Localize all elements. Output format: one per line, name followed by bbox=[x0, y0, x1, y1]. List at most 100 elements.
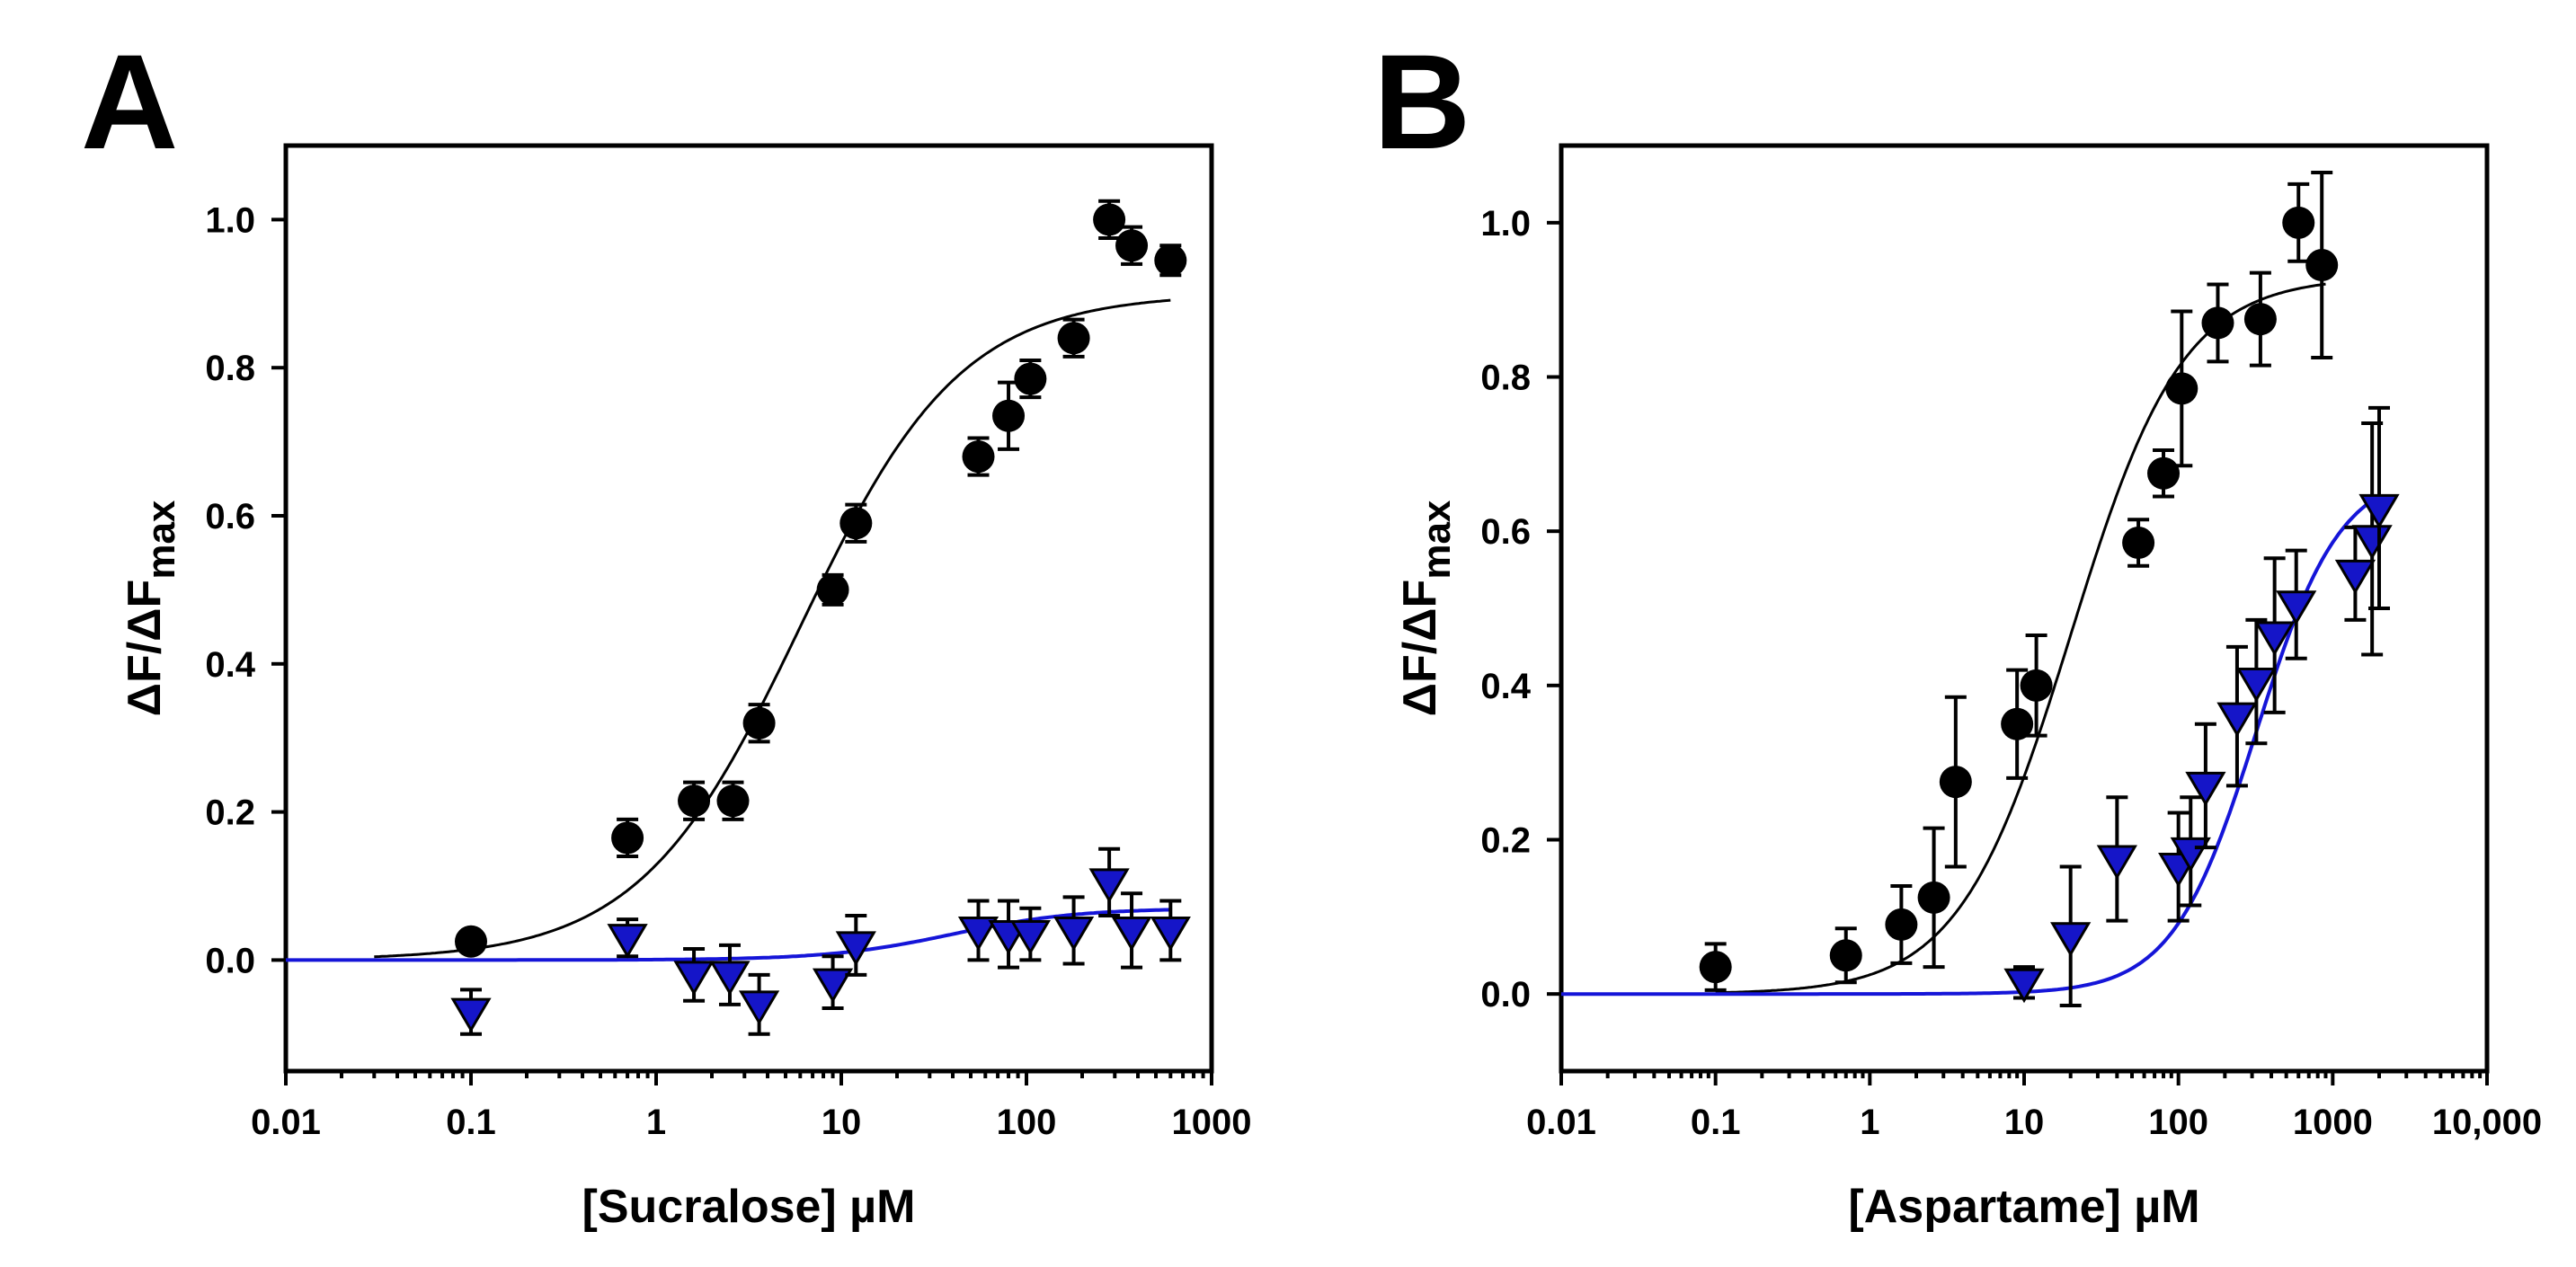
panel-a-x-tick-label: 0.1 bbox=[446, 1103, 496, 1142]
panel-b-y-tick-label: 0.2 bbox=[1480, 821, 1531, 861]
panel-b-triangles-point bbox=[2050, 864, 2092, 1008]
panel-b-triangles-point bbox=[2096, 795, 2137, 923]
panel-b-circles-marker bbox=[2305, 249, 2339, 282]
panel-b-circles-marker bbox=[2147, 456, 2181, 490]
panel-a-triangles-point bbox=[607, 917, 648, 959]
panel-b-x-tick-label: 100 bbox=[2148, 1103, 2208, 1142]
panel-a-triangles-marker bbox=[1088, 868, 1130, 903]
panel-b-data-points bbox=[1699, 171, 2400, 1008]
panel-b-circles-point bbox=[2001, 668, 2034, 780]
panel-b-triangles-marker bbox=[2185, 771, 2226, 807]
panel-a-y-tick-label: 0.2 bbox=[205, 793, 255, 833]
panel-b-y-axis-label-sub: max bbox=[1415, 500, 1459, 580]
panel-a-triangles-point bbox=[1053, 895, 1095, 966]
panel-a-triangles-marker bbox=[1053, 916, 1095, 952]
panel-b-y-axis-label: ΔF/ΔFmax bbox=[1394, 500, 1459, 716]
panel-a-x-tick-label: 100 bbox=[997, 1103, 1057, 1142]
panel-b-circles-point bbox=[2282, 182, 2315, 263]
panel-a-triangles-marker bbox=[1009, 920, 1051, 955]
panel-a-x-tick-label: 0.01 bbox=[251, 1103, 321, 1142]
panel-a-triangles-marker bbox=[1150, 916, 1191, 952]
panel-b-triangles-point bbox=[2185, 722, 2226, 850]
panel-a-y-axis-label-main: ΔF/ΔF bbox=[119, 580, 171, 717]
panel-b-x-tick-label: 0.01 bbox=[1526, 1103, 1596, 1142]
panel-a-y-axis-label: ΔF/ΔFmax bbox=[119, 500, 183, 716]
panel-b-triangles-point bbox=[2003, 965, 2045, 1004]
panel-b-triangles-point bbox=[2358, 405, 2400, 610]
panel-b-plot-frame bbox=[1559, 143, 2490, 1074]
panel-b-triangles-point bbox=[2235, 617, 2278, 746]
panel-b-triangles-point bbox=[2216, 644, 2258, 788]
panel-a-label: A bbox=[81, 26, 178, 177]
panel-b-circles-point bbox=[2243, 270, 2277, 368]
panel-a-triangles-point bbox=[1088, 846, 1130, 917]
panel-b-y-tick-label: 0.8 bbox=[1480, 359, 1531, 398]
panel-b-circles-marker bbox=[2201, 306, 2234, 340]
panel-b-circles-marker bbox=[1829, 939, 1862, 972]
panel-a-triangles-marker bbox=[738, 990, 780, 1025]
panel-b-circles-point bbox=[2020, 634, 2053, 738]
panel-b-circles-marker bbox=[1699, 951, 1732, 984]
panel-b-triangles-marker bbox=[2358, 493, 2400, 529]
panel-b-circles-point bbox=[2147, 448, 2181, 499]
panel-a-triangles-marker bbox=[607, 924, 648, 959]
panel-b-triangles-marker bbox=[2216, 702, 2258, 738]
panel-b-triangles-point bbox=[2276, 548, 2317, 660]
panel-a-circles-marker bbox=[716, 784, 750, 818]
panel-a-triangles-marker bbox=[812, 968, 854, 1004]
panel-b-circles-point bbox=[1939, 695, 1972, 869]
panel-a-circles-point bbox=[816, 572, 849, 607]
panel-a-circles-point bbox=[611, 817, 644, 859]
panel-a-triangles-point bbox=[450, 988, 492, 1036]
panel-b-circles-marker bbox=[2243, 303, 2277, 336]
panel-a-x-tick-label: 1 bbox=[646, 1103, 666, 1142]
panel-a-triangles-marker bbox=[450, 997, 492, 1033]
panel-b-y-tick-label: 0.0 bbox=[1480, 975, 1531, 1014]
panel-b-circles-fit-curve bbox=[1715, 282, 2326, 995]
panel-b-x-axis-label: [Aspartame] µM bbox=[1848, 1181, 2199, 1233]
panel-a-circles-marker bbox=[1057, 322, 1090, 355]
panel-a-circles-point bbox=[839, 502, 873, 544]
panel-a-x-axis-label: [Sucralose] µM bbox=[582, 1181, 916, 1233]
panel-a-y-tick-label: 0.4 bbox=[205, 645, 255, 685]
panel-a-triangles-point bbox=[1111, 891, 1152, 970]
panel-b-triangles-marker bbox=[2050, 922, 2092, 957]
panel-b-triangles-marker bbox=[2254, 621, 2296, 657]
panel-a-triangles-marker bbox=[1111, 916, 1152, 952]
panel-a-triangles-point bbox=[1009, 906, 1051, 962]
panel-a-circles-point bbox=[678, 780, 711, 821]
panel-a-circles-marker bbox=[1115, 229, 1149, 262]
panel-a-circles-marker bbox=[742, 706, 776, 740]
panel-a-circles-point bbox=[962, 436, 995, 477]
panel-b-circles-point bbox=[1917, 826, 1950, 970]
panel-b: B 0.01 0.1 1 10 100 1000 10,000 0.0 0.2 0.4 0.6 0.8… bbox=[1373, 26, 2542, 1233]
panel-a-y-tick-label: 0.8 bbox=[205, 349, 255, 388]
panel-b-label: B bbox=[1373, 26, 1470, 177]
panel-a-circles-marker bbox=[839, 507, 873, 540]
panel-a-triangles-point bbox=[1150, 899, 1191, 962]
panel-b-circles-point bbox=[1885, 884, 1918, 965]
panel-a-circles-marker bbox=[1093, 203, 1126, 236]
panel-b-triangles-marker bbox=[2351, 525, 2393, 560]
panel-a-triangles-point bbox=[738, 972, 780, 1036]
panel-a-circles-marker bbox=[1154, 244, 1187, 277]
panel-a-y-tick-label: 1.0 bbox=[205, 200, 255, 240]
panel-a-triangles-point bbox=[835, 913, 876, 977]
panel-a-y-axis-label-sub: max bbox=[139, 500, 183, 580]
panel-a-triangles-point bbox=[812, 954, 854, 1010]
panel-a-triangles-marker bbox=[957, 916, 999, 952]
panel-a-circles-marker bbox=[816, 573, 849, 607]
panel-b-y-tick-label: 0.4 bbox=[1480, 667, 1531, 706]
panel-b-x-tick-label: 10 bbox=[2004, 1103, 2045, 1142]
panel-a-plot-frame bbox=[283, 143, 1214, 1074]
panel-a-circles-marker bbox=[1014, 362, 1047, 395]
panel-b-circles-marker bbox=[2122, 527, 2155, 560]
panel-a-circles-marker bbox=[962, 440, 995, 474]
panel-a-circles-marker bbox=[678, 784, 711, 818]
panel-a-circles-point bbox=[1057, 317, 1090, 359]
panel-b-triangles-marker bbox=[2334, 559, 2376, 595]
panel-b-circles-marker bbox=[1939, 766, 1972, 799]
panel-b-circles-point bbox=[2305, 171, 2339, 360]
panel-a-circles-fit-curve bbox=[374, 298, 1171, 959]
